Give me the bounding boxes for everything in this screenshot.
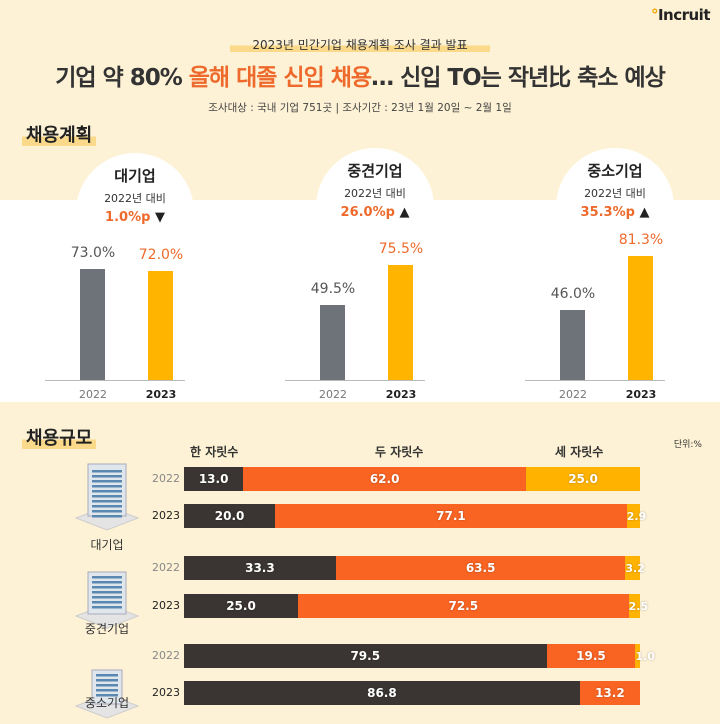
x-tick-label: 2022 xyxy=(559,388,587,401)
segment-three-digit: 2.5 xyxy=(628,594,648,618)
compare-label: 2022년 대비 xyxy=(344,187,406,200)
delta-text: 26.0%p xyxy=(340,205,395,220)
stacked-bar-row: 25.0 72.5 2.5 xyxy=(184,594,648,618)
headline-part1: 기업 약 80% xyxy=(55,65,189,91)
delta-text: 1.0%p xyxy=(105,210,151,225)
unit-label: 단위:% xyxy=(673,440,702,450)
x-tick-label: 2023 xyxy=(385,388,417,401)
header-circle xyxy=(316,148,434,266)
stacked-bar-row: 20.0 77.1 2.9 xyxy=(184,504,646,528)
bar-2022 xyxy=(320,304,345,380)
year-label: 2022 xyxy=(152,472,180,485)
segment-two-digit: 77.1 xyxy=(275,504,627,528)
compare-label: 2022년 대비 xyxy=(584,187,646,200)
segment-one-digit: 86.8 xyxy=(184,681,580,705)
segment-three-digit: 1.0 xyxy=(635,644,655,668)
bar-label: 49.5% xyxy=(310,280,356,297)
bar-2023 xyxy=(148,270,173,380)
bar-2022 xyxy=(560,310,585,380)
group-name: 중견기업 xyxy=(347,162,403,180)
year-label: 2023 xyxy=(152,599,180,612)
bar-2022 xyxy=(80,269,105,380)
x-tick-label: 2023 xyxy=(625,388,657,401)
stacked-bar-row: 86.8 13.2 xyxy=(184,681,640,705)
incruit-logo: °Incruit xyxy=(650,6,711,24)
group-name: 중소기업 xyxy=(587,162,643,180)
supertitle-text: 2023년 민간기업 채용계획 조사 결과 발표 xyxy=(230,38,490,52)
segment-two-digit: 63.5 xyxy=(335,556,626,580)
group-name: 중견기업 xyxy=(84,622,130,636)
x-tick-label: 2023 xyxy=(145,388,177,401)
group-name: 대기업 xyxy=(90,538,124,552)
bar-2023 xyxy=(388,265,413,380)
segment-one-digit: 33.3 xyxy=(184,556,336,580)
delta-value: 1.0%p ▼ xyxy=(55,210,215,225)
stacked-bar-row: 79.5 19.5 1.0 xyxy=(184,644,655,668)
building-icon xyxy=(72,650,142,720)
group-header-3: 중소기업 2022년 대비 35.3%p ▲ xyxy=(535,160,695,220)
segment-one-digit: 25.0 xyxy=(184,594,298,618)
logo-text: Incruit xyxy=(657,6,711,24)
header-circle xyxy=(76,153,194,271)
delta-value: 26.0%p ▲ xyxy=(295,205,455,220)
x-axis xyxy=(525,380,665,381)
bar-2023 xyxy=(628,256,653,380)
x-axis xyxy=(285,380,425,381)
bar-label: 75.5% xyxy=(378,241,424,258)
segment-one-digit: 20.0 xyxy=(184,504,276,528)
delta-text: 35.3%p xyxy=(580,205,635,220)
stacked-bar-row: 13.0 62.0 25.0 xyxy=(184,467,640,491)
x-tick-label: 2022 xyxy=(319,388,347,401)
segment-three-digit: 25.0 xyxy=(526,467,640,491)
group-header-2: 중견기업 2022년 대비 26.0%p ▲ xyxy=(295,160,455,220)
group-header-1: 대기업 2022년 대비 1.0%p ▼ xyxy=(55,165,215,225)
year-label: 2023 xyxy=(152,686,180,699)
segment-three-digit: 2.9 xyxy=(626,504,646,528)
compare-label: 2022년 대비 xyxy=(104,192,166,205)
bar-label: 73.0% xyxy=(70,245,116,262)
section-title-plan: 채용계획 xyxy=(22,125,97,146)
direction-up-icon: ▲ xyxy=(399,205,410,220)
stacked-bar-row: 33.3 63.5 3.2 xyxy=(184,556,645,580)
bar-label: 72.0% xyxy=(138,246,184,263)
survey-info: 조사대상 : 국내 기업 751곳 | 조사기간 : 23년 1월 20일 ~ … xyxy=(208,102,512,114)
segment-three-digit: 3.2 xyxy=(625,556,645,580)
building-icon xyxy=(72,462,142,532)
bar-label: 81.3% xyxy=(618,232,664,249)
segment-one-digit: 13.0 xyxy=(184,467,244,491)
header-circle xyxy=(556,148,674,266)
x-tick-label: 2022 xyxy=(79,388,107,401)
x-axis xyxy=(45,380,185,381)
legend-one-digit: 한 자릿수 xyxy=(190,445,239,459)
supertitle: 2023년 민간기업 채용계획 조사 결과 발표 xyxy=(0,36,720,53)
group-name: 중소기업 xyxy=(84,696,130,710)
legend-three-digit: 세 자릿수 xyxy=(555,445,604,459)
segment-two-digit: 13.2 xyxy=(579,681,640,705)
building-icon xyxy=(72,560,142,630)
legend-two-digit: 두 자릿수 xyxy=(375,445,424,459)
direction-down-icon: ▼ xyxy=(154,210,165,225)
segment-two-digit: 19.5 xyxy=(546,644,636,668)
section-title-scale: 채용규모 xyxy=(22,428,97,449)
year-label: 2022 xyxy=(152,561,180,574)
bar-label: 46.0% xyxy=(550,286,596,303)
direction-up-icon: ▲ xyxy=(639,205,650,220)
segment-two-digit: 62.0 xyxy=(243,467,526,491)
group-name: 대기업 xyxy=(114,167,156,185)
delta-value: 35.3%p ▲ xyxy=(535,205,695,220)
headline-highlight: 올해 대졸 신입 채용 xyxy=(188,65,372,91)
year-label: 2023 xyxy=(152,509,180,522)
segment-two-digit: 72.5 xyxy=(298,594,629,618)
segment-one-digit: 79.5 xyxy=(184,644,547,668)
headline-part3: … 신입 TO는 작년比 축소 예상 xyxy=(371,65,666,91)
year-label: 2022 xyxy=(152,649,180,662)
headline: 기업 약 80% 올해 대졸 신입 채용… 신입 TO는 작년比 축소 예상 xyxy=(0,58,720,92)
